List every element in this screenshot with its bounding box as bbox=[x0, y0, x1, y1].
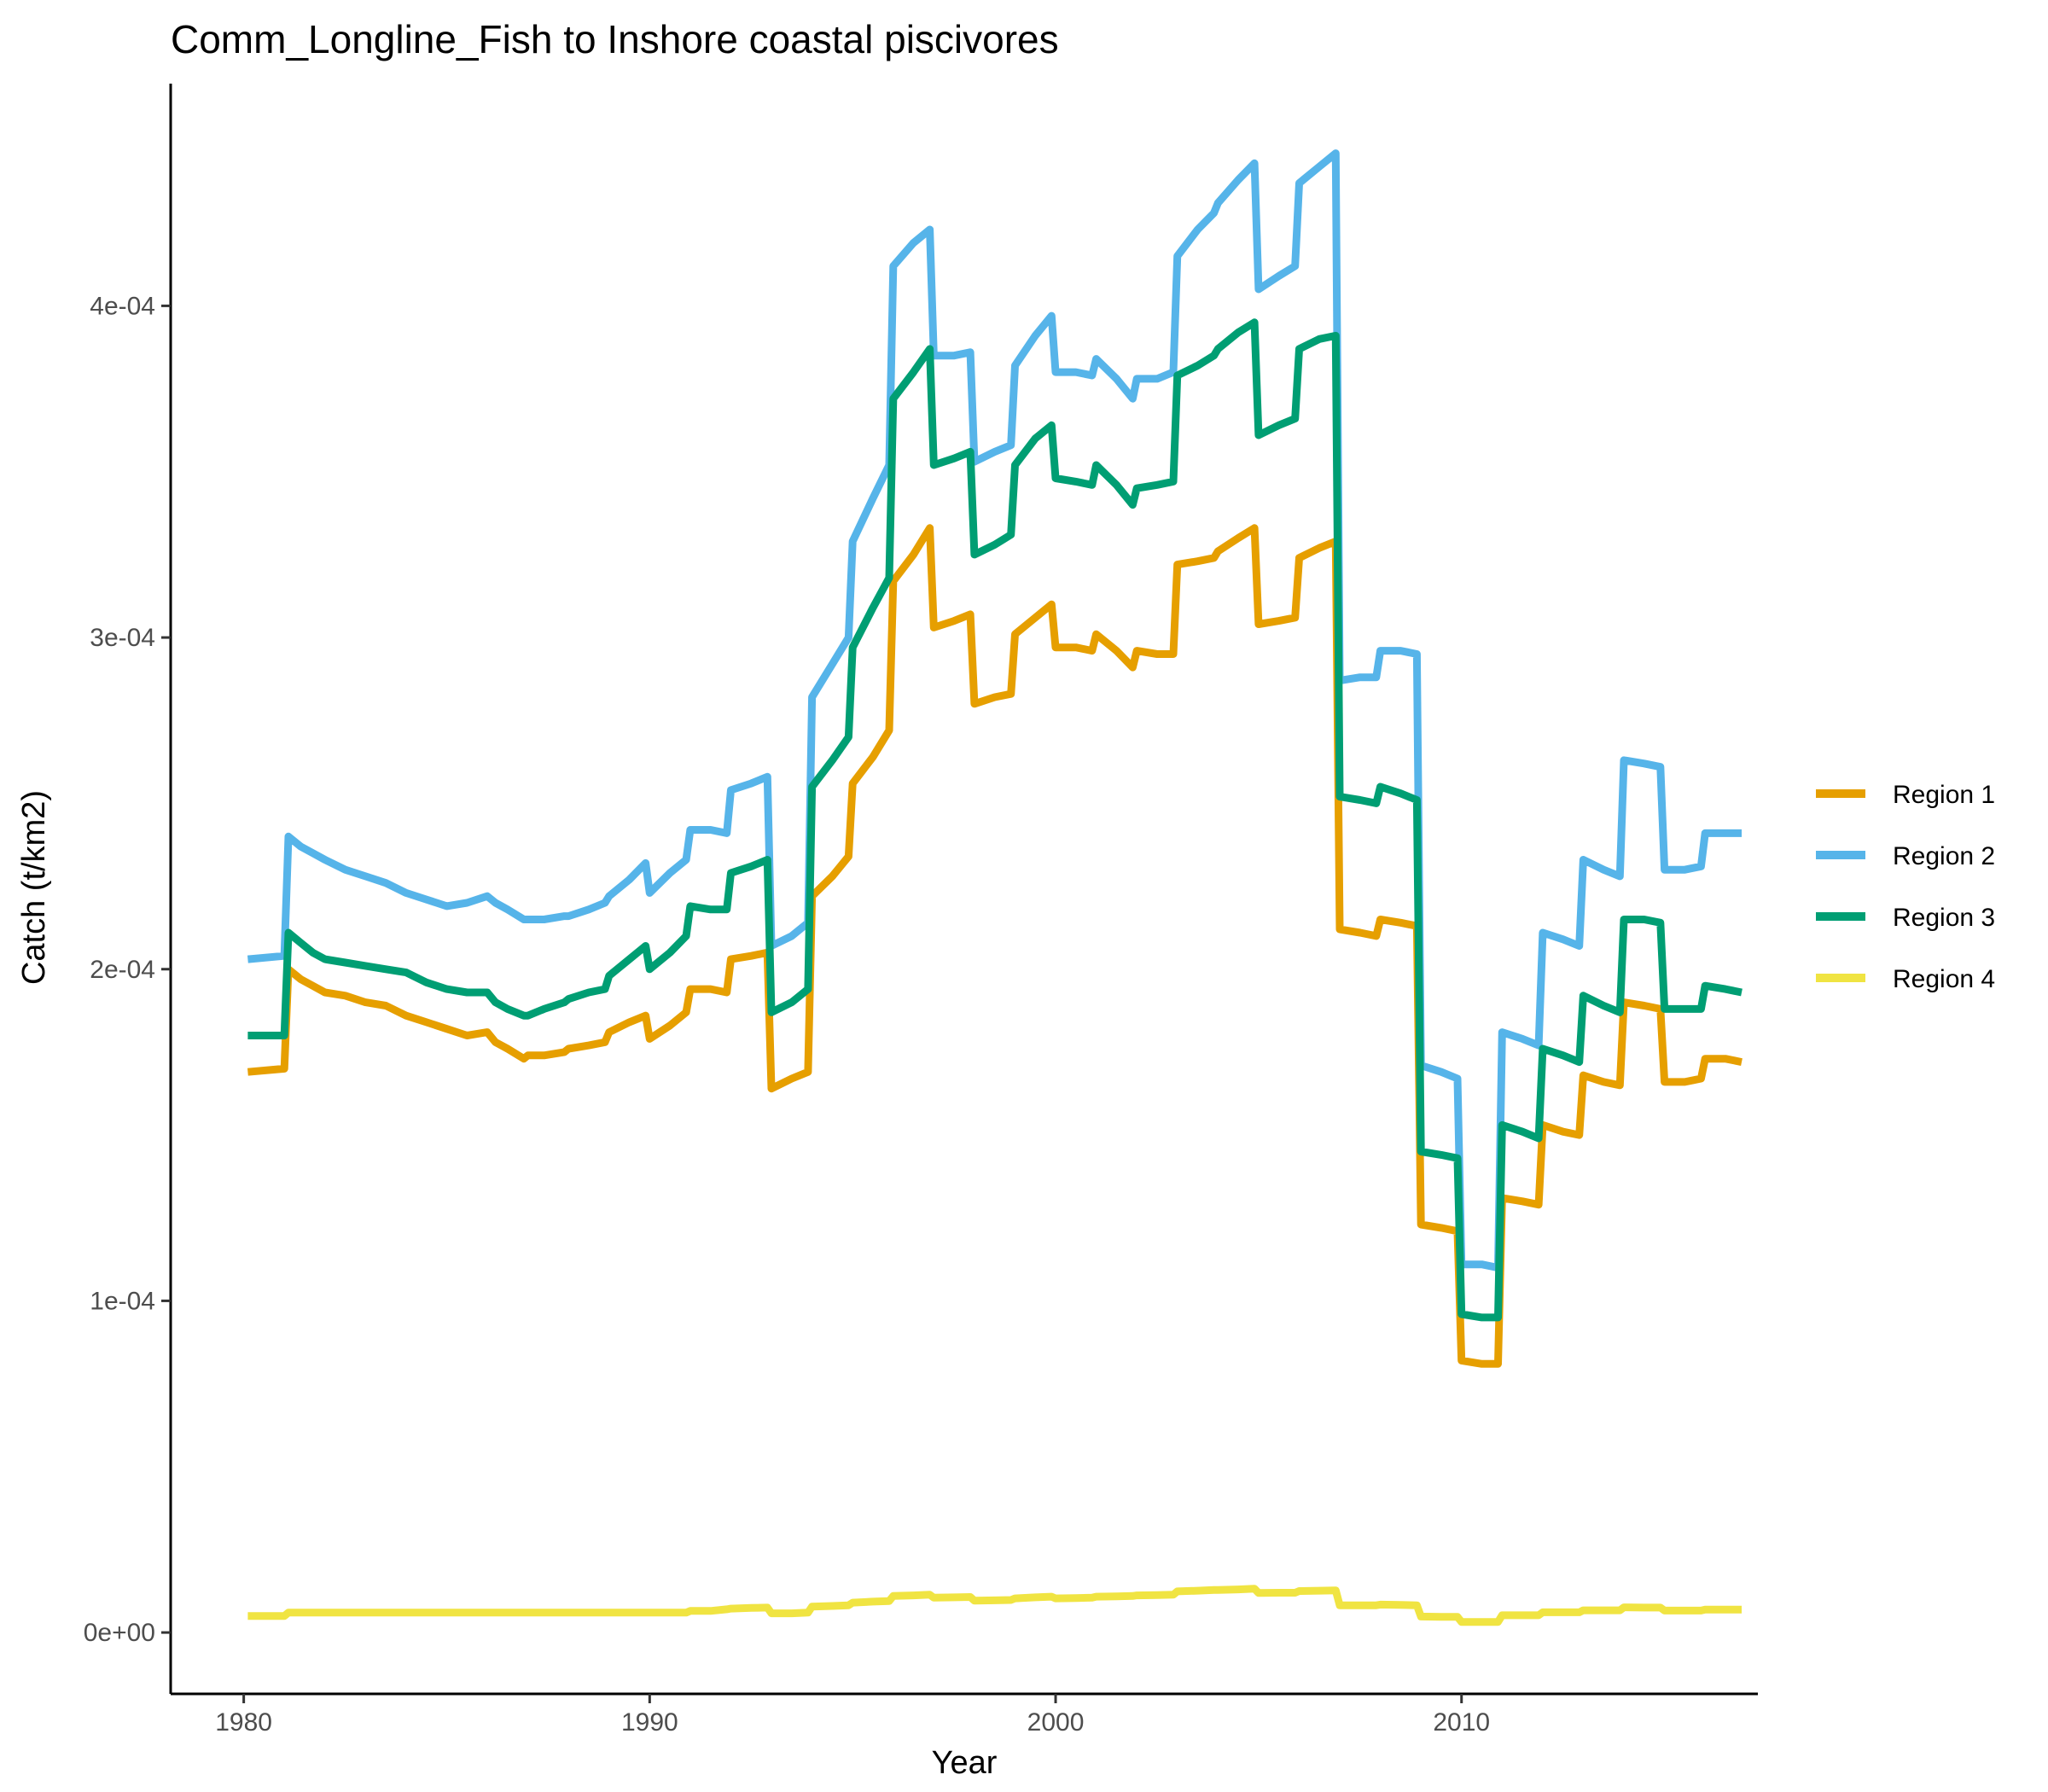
series-line-region-4 bbox=[247, 1585, 1742, 1626]
series-line-region-2 bbox=[247, 149, 1742, 1272]
series-lines bbox=[247, 149, 1743, 1626]
y-tick-label: 4e-04 bbox=[90, 292, 155, 320]
chart-title: Comm_Longline_Fish to Inshore coastal pi… bbox=[171, 17, 1059, 61]
x-axis-title: Year bbox=[932, 1745, 998, 1781]
x-tick-label: 2010 bbox=[1433, 1708, 1490, 1737]
legend: Region 1 Region 2 Region 3 Region 4 bbox=[1816, 781, 1995, 993]
legend-label-region-1: Region 1 bbox=[1893, 781, 1995, 809]
y-tick-label: 3e-04 bbox=[90, 624, 155, 652]
x-tick-label: 1990 bbox=[621, 1708, 678, 1737]
y-tick-label: 2e-04 bbox=[90, 956, 155, 984]
legend-label-region-2: Region 2 bbox=[1893, 842, 1995, 870]
series-line-region-1 bbox=[247, 524, 1743, 1368]
x-axis-ticks: 1980 1990 2000 2010 bbox=[215, 1694, 1490, 1737]
y-tick-label: 0e+00 bbox=[84, 1619, 155, 1647]
y-axis-ticks: 0e+00 1e-04 2e-04 3e-04 4e-04 bbox=[84, 292, 171, 1647]
legend-label-region-4: Region 4 bbox=[1893, 965, 1995, 993]
x-tick-label: 2000 bbox=[1027, 1708, 1085, 1737]
plot-area: 1980 1990 2000 2010 0e+00 1e-04 2e-04 3e-04 4e-… bbox=[84, 84, 1758, 1737]
legend-label-region-3: Region 3 bbox=[1893, 904, 1995, 932]
series-line-region-3 bbox=[247, 318, 1743, 1322]
x-tick-label: 1980 bbox=[215, 1708, 272, 1737]
y-tick-label: 1e-04 bbox=[90, 1287, 155, 1315]
y-axis-title: Catch (t/km2) bbox=[16, 790, 52, 985]
